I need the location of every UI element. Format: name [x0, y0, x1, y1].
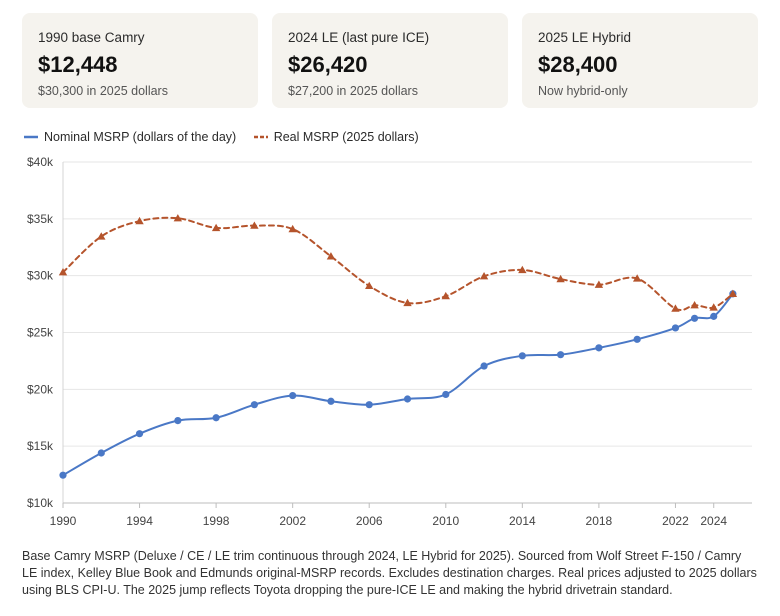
- card-label: 1990 base Camry: [38, 30, 145, 45]
- data-point-real: [556, 274, 565, 283]
- legend-item-nominal[interactable]: Nominal MSRP (dollars of the day): [24, 129, 236, 144]
- card-subtext: $30,300 in 2025 dollars: [38, 84, 168, 98]
- legend-swatch-dashed-line: [253, 135, 268, 139]
- data-point-real: [441, 291, 450, 300]
- x-tick-label: 2006: [356, 514, 383, 528]
- data-point-nominal: [250, 401, 258, 409]
- x-tick-label: 2010: [432, 514, 459, 528]
- card-value: $26,420: [288, 52, 368, 77]
- data-point-real: [594, 280, 604, 288]
- y-tick-label: $30k: [27, 269, 54, 283]
- data-point-real: [709, 303, 718, 311]
- legend-label-nominal: Nominal MSRP (dollars of the day): [44, 130, 237, 145]
- data-point-nominal: [595, 344, 603, 352]
- data-point-real: [365, 281, 374, 290]
- card-subtext: $27,200 in 2025 dollars: [288, 84, 418, 98]
- card-value: $12,448: [38, 52, 118, 77]
- legend-item-real[interactable]: Real MSRP (2025 dollars): [253, 129, 419, 145]
- data-point-real: [326, 252, 336, 260]
- data-point-nominal: [365, 401, 373, 409]
- data-point-nominal: [403, 395, 412, 403]
- data-point-real: [518, 265, 527, 274]
- data-point-real: [632, 274, 642, 282]
- legend-label-real: Real MSRP (2025 dollars): [273, 130, 419, 145]
- data-point-real: [97, 232, 106, 240]
- summary-card-2024: 2024 LE (last pure ICE) $26,420 $27,200 …: [272, 13, 508, 108]
- x-tick-label: 2022: [662, 514, 689, 528]
- summary-card-2025: 2025 LE Hybrid $28,400 Now hybrid-only: [522, 13, 758, 108]
- card-value: $28,400: [538, 52, 618, 77]
- data-point-real: [288, 224, 297, 233]
- summary-card-1990: 1990 base Camry $12,448 $30,300 in 2025 …: [22, 13, 258, 108]
- card-label: 2024 LE (last pure ICE): [288, 30, 430, 45]
- data-point-nominal: [174, 416, 182, 425]
- y-tick-label: $10k: [27, 496, 54, 510]
- data-point-nominal: [633, 335, 641, 343]
- x-tick-label: 2024: [700, 514, 727, 528]
- data-point-real: [403, 298, 412, 307]
- data-point-nominal: [518, 352, 526, 360]
- data-point-nominal: [442, 390, 450, 399]
- x-tick-label: 2014: [509, 514, 536, 528]
- data-point-nominal: [690, 314, 699, 322]
- y-tick-label: $25k: [27, 326, 54, 340]
- y-tick-label: $15k: [27, 439, 54, 453]
- y-tick-label: $20k: [27, 382, 54, 396]
- data-point-real: [211, 223, 221, 232]
- x-tick-label: 2002: [279, 514, 306, 528]
- data-point-real: [728, 289, 738, 298]
- chart-caption: Base Camry MSRP (Deluxe / CE / LE trim c…: [22, 549, 757, 597]
- data-point-real: [250, 221, 259, 229]
- data-point-real: [58, 268, 68, 276]
- card-label: 2025 LE Hybrid: [538, 30, 632, 45]
- data-point-nominal: [710, 312, 718, 320]
- data-point-nominal: [97, 449, 105, 457]
- series-line-real: [62, 216, 734, 311]
- x-tick-label: 2018: [586, 514, 613, 528]
- data-point-nominal: [327, 397, 335, 405]
- data-point-real: [135, 216, 144, 225]
- data-point-nominal: [289, 391, 297, 400]
- card-subtext: Now hybrid-only: [538, 84, 628, 98]
- data-point-nominal: [557, 351, 565, 359]
- msrp-line-chart: $10k $15k $20k $25k $30k $35k $40k 1990 1994 1998…: [27, 155, 752, 528]
- series-line-nominal: [62, 292, 734, 477]
- legend-swatch-solid-line: [24, 135, 38, 139]
- summary-cards: 1990 base Camry $12,448 $30,300 in 2025 …: [22, 13, 758, 108]
- data-point-real: [173, 214, 183, 222]
- data-point-nominal: [480, 362, 488, 370]
- data-point-real: [690, 301, 699, 309]
- data-point-nominal: [135, 430, 144, 438]
- data-point-nominal: [59, 471, 67, 479]
- data-point-nominal: [671, 324, 680, 332]
- x-tick-label: 1998: [203, 514, 230, 528]
- x-tick-label: 1994: [126, 514, 153, 528]
- x-tick-label: 1990: [50, 514, 77, 528]
- y-tick-label: $35k: [27, 212, 54, 226]
- y-tick-label: $40k: [27, 155, 54, 169]
- data-point-nominal: [212, 414, 220, 422]
- data-point-real: [671, 304, 680, 312]
- chart-legend: Nominal MSRP (dollars of the day) Real M…: [24, 129, 433, 147]
- data-point-real: [479, 272, 489, 280]
